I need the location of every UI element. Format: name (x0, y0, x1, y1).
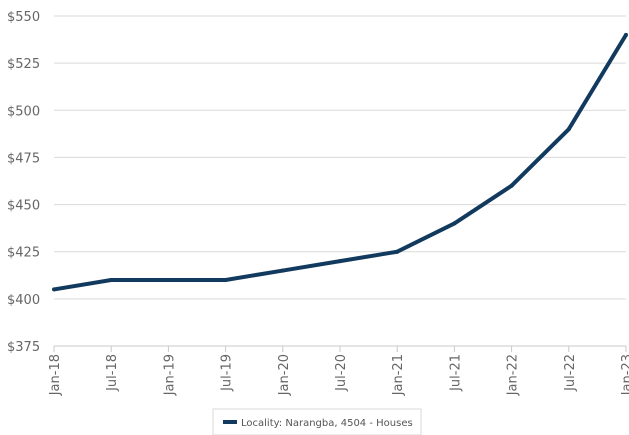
x-tick-label: Jan-20 (277, 354, 292, 396)
y-tick-label: $500 (7, 104, 40, 119)
y-tick-label: $525 (7, 57, 40, 72)
data-point (509, 183, 514, 188)
x-tick-label: Jul-19 (220, 354, 235, 392)
data-point (280, 268, 285, 273)
y-tick-label: $425 (7, 246, 40, 261)
x-tick-label: Jul-21 (448, 354, 463, 392)
x-tick-label: Jul-18 (105, 354, 120, 392)
data-point (52, 287, 56, 292)
data-point (223, 278, 228, 282)
x-tick-label: Jul-20 (334, 354, 349, 392)
grid-lines (54, 15, 626, 347)
legend-label: Locality: Narangba, 4504 - Houses (241, 418, 413, 429)
x-axis: Jan-18 Jul-18 Jan-19 Jul-19 Jan-20 Jul-20 Jan-… (48, 345, 629, 396)
y-tick-label: $475 (7, 151, 40, 166)
data-point (166, 278, 171, 282)
data-point (624, 32, 628, 37)
y-tick-label: $400 (7, 293, 40, 308)
data-point (109, 278, 114, 282)
x-tick-label: Jan-21 (391, 354, 406, 396)
data-point (566, 127, 571, 132)
series-layer (52, 32, 628, 292)
legend-box (212, 408, 422, 435)
x-tick-label: Jan-22 (506, 354, 521, 396)
y-tick-label: $375 (7, 340, 40, 355)
legend: Locality: Narangba, 4504 - Houses (212, 408, 422, 435)
x-tick-label: Jan-23 (620, 354, 629, 396)
y-tick-label: $550 (7, 10, 40, 25)
data-point (338, 259, 342, 264)
y-axis: $375 $400 $425 $450 $475 $500 $525 $550 (7, 10, 40, 355)
y-tick-label: $450 (7, 199, 40, 214)
data-point (395, 249, 400, 254)
x-tick-label: Jan-18 (48, 354, 63, 396)
data-point (452, 221, 457, 226)
x-tick-label: Jan-19 (162, 354, 177, 396)
x-tick-label: Jul-22 (563, 354, 578, 392)
